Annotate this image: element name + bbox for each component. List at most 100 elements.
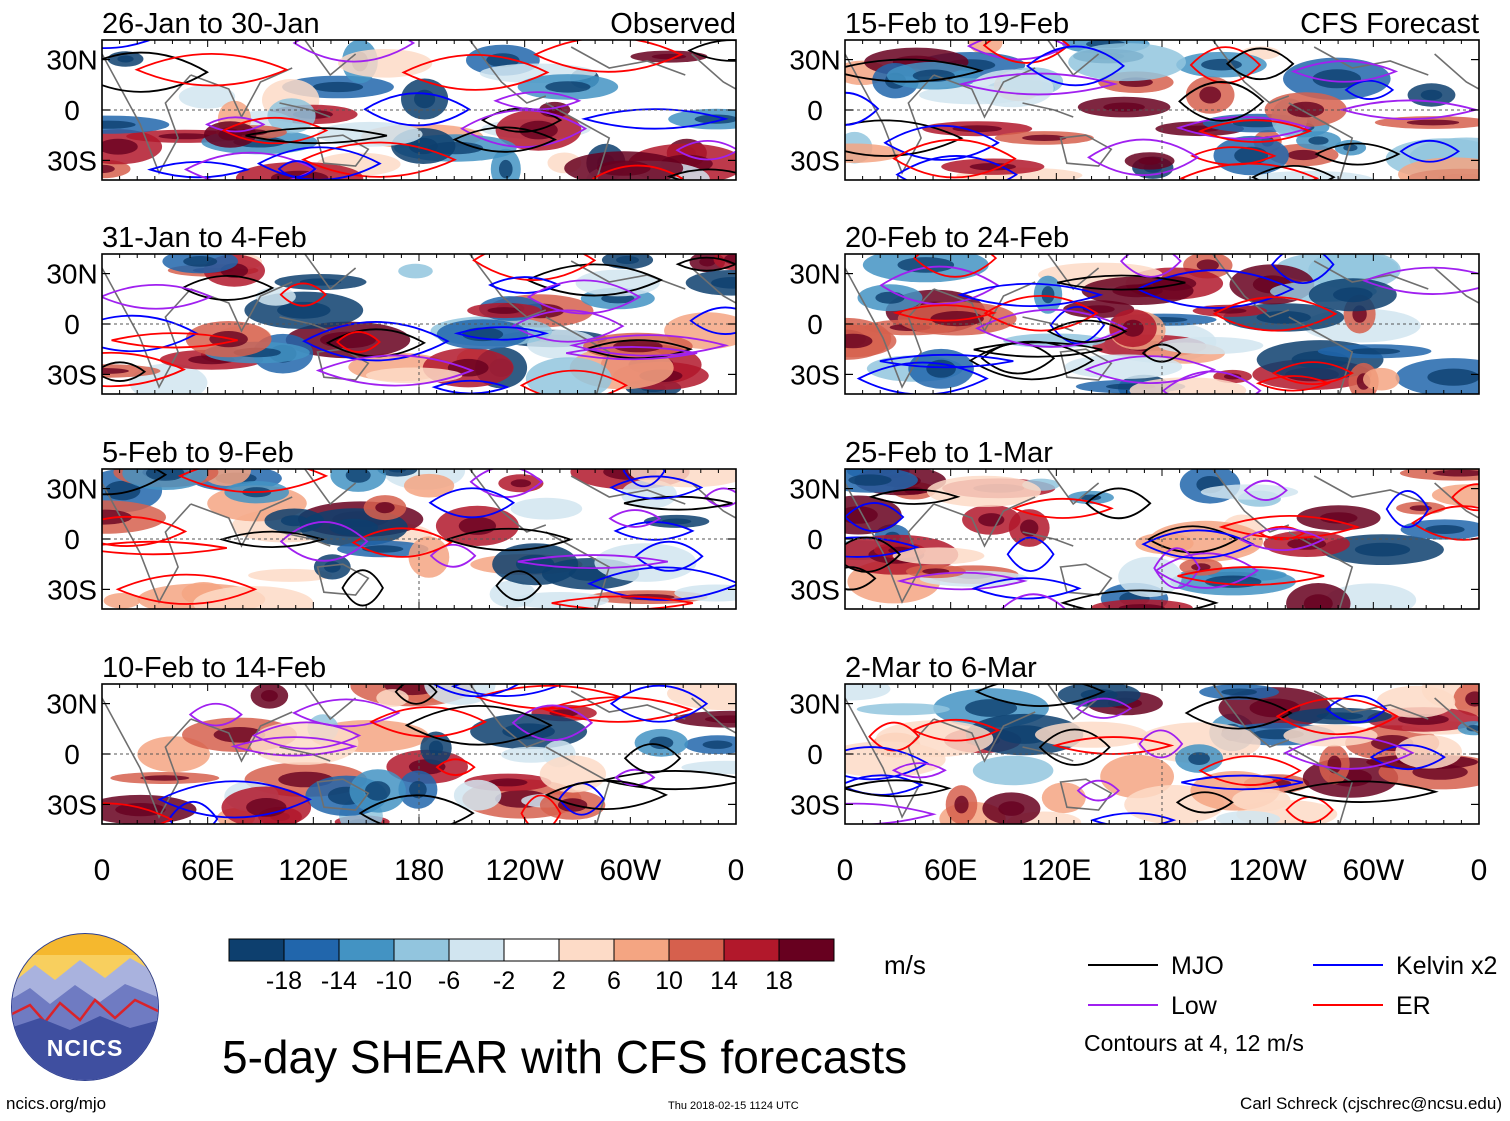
wave-contour [634,540,704,572]
shear-anomaly-core [1112,284,1163,298]
wave-contour [533,40,684,73]
shear-anomaly-patch [1200,484,1299,500]
wave-contour [1178,81,1265,122]
shear-anomaly-patch [102,115,170,134]
coastline [933,496,1036,548]
wave-contour [488,276,561,294]
wave-contour [351,527,453,558]
y-tick-label: 0 [64,739,80,770]
colorbar-tick-label: -6 [438,967,460,995]
shear-anomaly-core [1327,755,1342,774]
shear-anomaly-core [978,513,1005,527]
wave-contour [1189,46,1262,84]
shear-anomaly-core [1103,102,1145,112]
shear-anomaly-core [1022,134,1067,141]
shear-anomaly-core [428,740,444,756]
wave-contour [517,554,668,570]
coastline [1288,531,1354,609]
shear-anomaly-core [510,479,532,488]
shear-anomaly-core [115,803,166,817]
wave-contour [435,758,476,776]
wave-contour [892,138,1017,179]
shear-anomaly-core [1427,368,1479,386]
wave-contour [394,684,438,705]
wave-contour [431,379,510,394]
coastline [1212,40,1290,104]
shear-anomaly-core [998,725,1051,744]
wave-contour [1344,79,1395,100]
shear-anomaly-core [1249,698,1301,718]
wave-contour [609,475,704,500]
panel-date-label: 31-Jan to 4-Feb [102,222,307,254]
coastline [316,134,370,167]
colorbar-units: m/s [884,950,926,980]
x-tick-label: 0 [1471,854,1488,887]
coastline [545,746,611,824]
y-tick-label: 30S [790,359,840,390]
shear-anomaly-patch [972,755,1054,786]
wave-contour [147,161,251,179]
colorbar-box [558,938,615,962]
shear-anomaly-patch [1376,685,1456,718]
colorbar: -18 -14 -10 -6 -2 2 6 10 14 18 [228,938,835,995]
shear-anomaly-patch [845,143,902,163]
wave-contour [958,72,1119,96]
wave-contour [315,354,475,387]
shear-anomaly-core [845,333,873,349]
y-tick-label: 30N [789,45,840,76]
wave-contour [1175,791,1234,814]
wave-contour [587,566,736,601]
y-tick-label: 30N [46,45,97,76]
wave-contour [1369,744,1446,771]
shear-anomaly-core [260,690,278,702]
wave-contour [1119,254,1182,278]
shear-anomaly-core [1466,725,1479,732]
coastline [1288,316,1354,394]
panel-date-label: 20-Feb to 24-Feb [845,222,1069,254]
wave-contour [971,577,1082,600]
wave-contour [1038,728,1111,766]
wave-contour [102,284,214,310]
shear-anomaly-patch [248,568,333,582]
wave-contour [511,309,625,343]
wave-contour [1410,505,1479,541]
wave-contour [363,92,471,127]
shear-anomaly-patch [1118,556,1182,598]
wave-contour [1362,266,1479,295]
shear-anomaly-core [897,257,955,273]
shear-anomaly-patch [1398,157,1479,180]
x-tick-label: 120E [1021,854,1091,887]
wave-contour [1243,479,1288,501]
wave-contour [134,53,289,87]
shear-anomaly-patch [1431,484,1479,507]
colorbar-tick-label: 2 [552,967,566,995]
shear-anomaly-core [1354,542,1411,557]
shear-anomaly-core [930,311,984,327]
shear-anomaly-core [1138,157,1161,165]
coastline [933,711,1036,763]
coastline [570,260,686,290]
wave-contour [102,802,174,824]
wave-contour [111,332,238,349]
shear-anomaly-core [1312,69,1362,89]
coastline [304,684,357,721]
coastline [545,531,611,609]
y-tick-label: 30S [47,145,97,176]
legend-label: MJO [1171,952,1224,980]
shear-anomaly-core [549,709,579,717]
shear-anomaly-core [140,775,190,781]
x-tick-label: 60W [599,854,661,887]
logo-text: NCICS [47,1035,124,1061]
map-panel: 30N 0 30S 15-Feb to 19-Feb CFS Forecast [789,8,1480,181]
shear-anomaly-patch [453,779,502,811]
shear-anomaly-core [1287,101,1325,118]
shear-anomaly-patch [365,367,463,384]
y-tick-label: 0 [807,524,823,555]
shear-anomaly-patch [193,586,314,609]
shear-anomaly-core [1118,604,1165,609]
x-tick-label: 120W [485,854,564,887]
y-tick-label: 0 [64,309,80,340]
wave-contour [102,469,168,496]
wave-contour [115,573,258,605]
wave-contour [1399,140,1461,163]
